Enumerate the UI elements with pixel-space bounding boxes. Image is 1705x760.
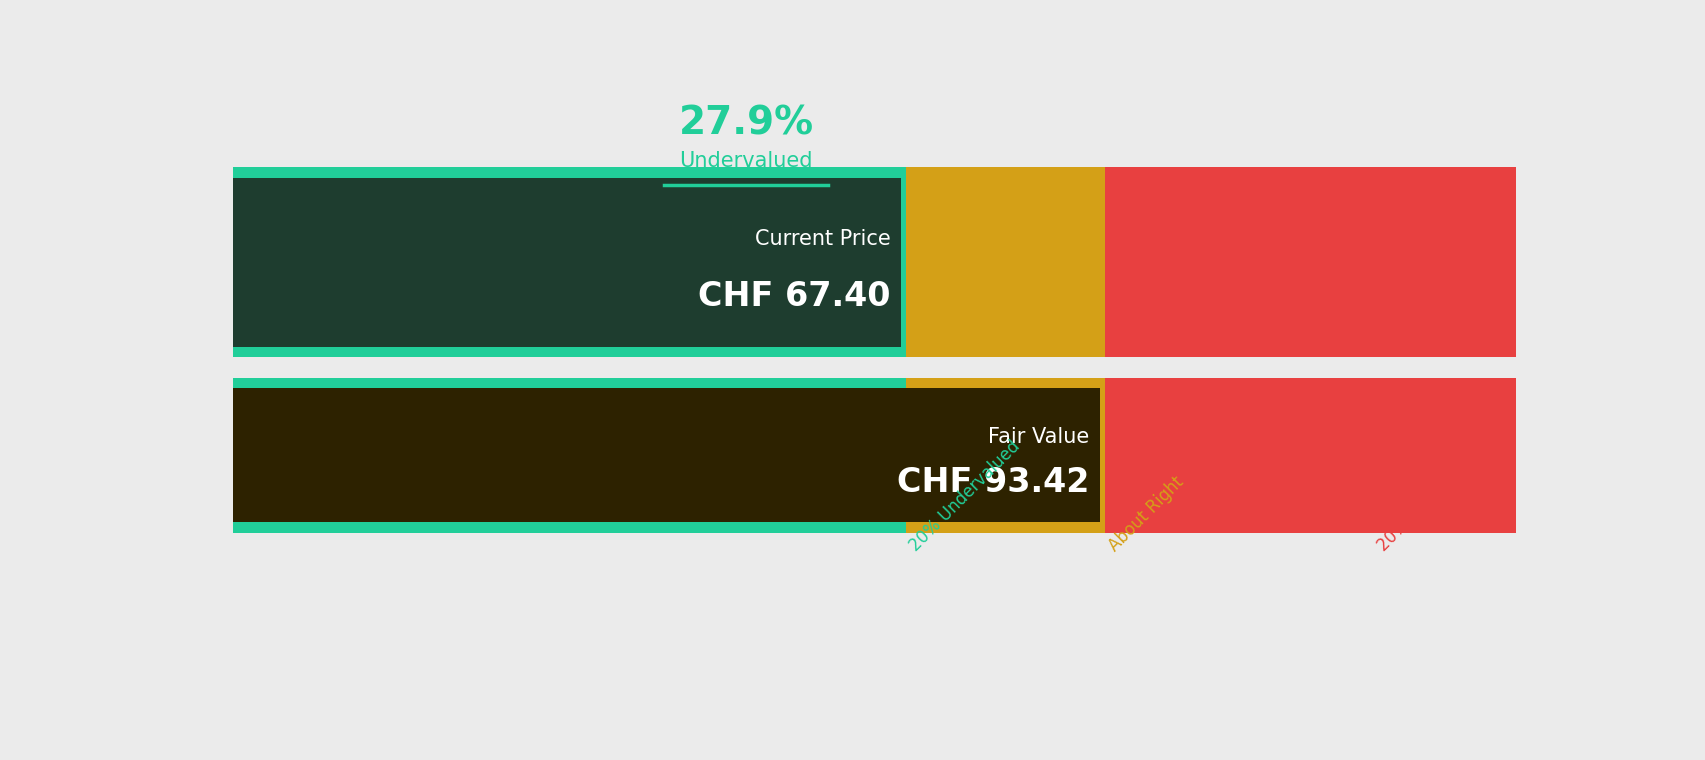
Bar xyxy=(905,167,1105,357)
Text: Fair Value: Fair Value xyxy=(987,426,1089,447)
Bar xyxy=(1105,167,1514,357)
Text: About Right: About Right xyxy=(1105,473,1187,555)
Text: 20% Undervalued: 20% Undervalued xyxy=(905,437,1023,555)
Text: Undervalued: Undervalued xyxy=(679,151,812,172)
Bar xyxy=(234,378,905,533)
Bar xyxy=(1105,378,1514,533)
Text: 20% Overvalued: 20% Overvalued xyxy=(1374,445,1483,555)
Text: Current Price: Current Price xyxy=(754,229,890,249)
Text: CHF 93.42: CHF 93.42 xyxy=(897,466,1089,499)
Text: 27.9%: 27.9% xyxy=(679,104,813,142)
Text: CHF 67.40: CHF 67.40 xyxy=(697,280,890,312)
Bar xyxy=(905,378,1105,533)
Bar xyxy=(234,388,1100,522)
Bar xyxy=(234,167,905,357)
Bar xyxy=(234,178,900,347)
